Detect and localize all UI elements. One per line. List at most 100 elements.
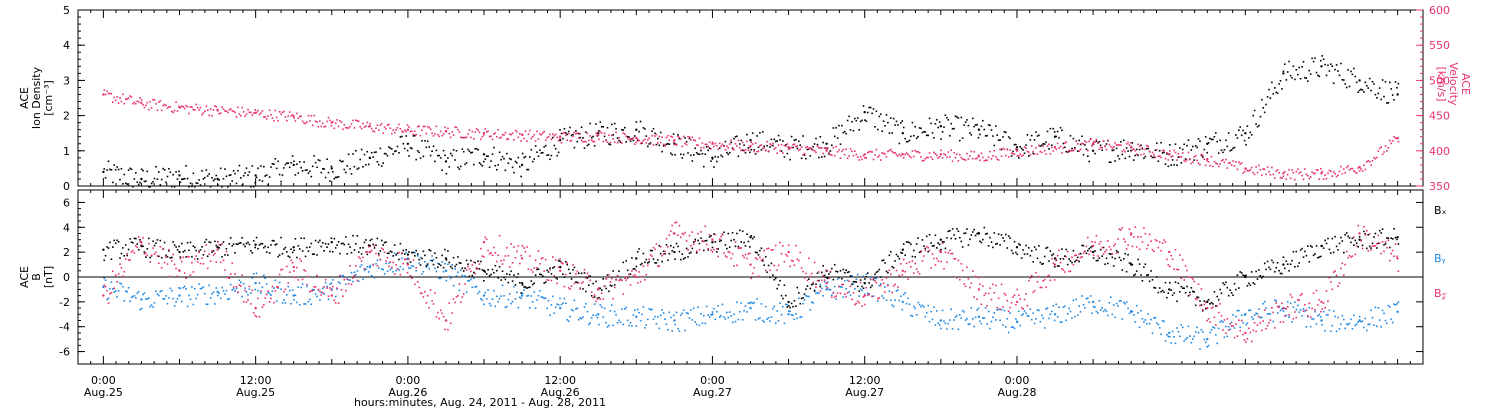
- bz-point: [1255, 330, 1257, 333]
- bz-point: [186, 255, 189, 258]
- bz-point: [1133, 236, 1135, 238]
- velocity-point: [457, 128, 459, 131]
- velocity-point: [506, 138, 508, 141]
- velocity-point: [473, 138, 475, 140]
- velocity-point: [1327, 172, 1329, 175]
- bz-point: [821, 279, 823, 282]
- bz-point: [342, 295, 344, 297]
- velocity-point: [523, 137, 525, 140]
- bx-point: [705, 239, 708, 242]
- bx-point: [470, 259, 472, 262]
- bz-point: [503, 259, 505, 261]
- velocity-point: [357, 120, 360, 123]
- density-point: [600, 125, 603, 128]
- density-point: [885, 114, 888, 116]
- by-point: [255, 272, 258, 275]
- bx-point: [740, 241, 742, 243]
- density-point: [749, 151, 751, 154]
- bz-point: [1378, 242, 1381, 244]
- density-point: [1137, 154, 1139, 156]
- bx-point: [897, 255, 899, 258]
- bx-point: [836, 271, 839, 273]
- density-point: [1246, 125, 1249, 127]
- velocity-point: [1184, 160, 1187, 163]
- by-point: [291, 289, 294, 291]
- bz-point: [1227, 329, 1230, 331]
- by-point: [954, 316, 957, 318]
- bz-point: [488, 252, 491, 255]
- by-point: [721, 303, 724, 306]
- velocity-point: [792, 143, 794, 146]
- velocity-point: [376, 124, 379, 126]
- velocity-point: [1134, 149, 1137, 152]
- velocity-point: [1003, 148, 1006, 151]
- bx-point: [915, 243, 918, 245]
- bz-point: [1376, 243, 1378, 245]
- velocity-point-datapoint: [216, 108, 219, 112]
- bz-point: [891, 291, 893, 294]
- density-point: [1393, 99, 1395, 101]
- bx-point: [447, 250, 449, 252]
- velocity-point: [452, 134, 455, 136]
- density-point: [943, 126, 945, 128]
- by-point: [1148, 322, 1151, 325]
- by-point: [235, 287, 238, 290]
- velocity-point: [749, 146, 751, 149]
- bx-point: [300, 237, 302, 240]
- bx-point: [654, 262, 656, 264]
- velocity-point: [1023, 146, 1026, 148]
- bz-point: [713, 248, 715, 251]
- bz-point: [240, 285, 242, 287]
- bz-point: [648, 258, 650, 260]
- density-point: [944, 114, 947, 116]
- density-point: [1176, 164, 1178, 166]
- density-point: [612, 134, 614, 136]
- bz-point: [1128, 228, 1131, 231]
- velocity-point: [1133, 148, 1135, 150]
- velocity-point: [946, 156, 948, 159]
- by-point: [461, 274, 464, 277]
- density-point-datapoint: [711, 156, 714, 159]
- bz-point: [937, 260, 939, 262]
- bx-point: [1163, 291, 1165, 293]
- velocity-point: [1393, 136, 1395, 138]
- velocity-point-datapoint: [673, 139, 676, 142]
- bx-point: [1081, 244, 1083, 247]
- by-point: [1396, 303, 1398, 305]
- bz-point-datapoint: [444, 319, 448, 322]
- by-point-datapoint: [482, 294, 486, 297]
- density-point: [1204, 136, 1207, 138]
- bz-point: [1107, 240, 1109, 242]
- by-point: [668, 311, 671, 314]
- bz-point: [733, 265, 735, 267]
- bx-point: [444, 248, 446, 251]
- by-point: [336, 288, 338, 290]
- bz-point: [921, 260, 924, 262]
- velocity-point: [204, 110, 206, 112]
- by-point: [908, 303, 911, 306]
- by-point: [297, 286, 300, 288]
- velocity-point: [803, 152, 806, 155]
- velocity-point: [606, 141, 609, 143]
- by-point: [869, 276, 872, 279]
- by-point: [334, 295, 337, 298]
- bx-point: [938, 243, 941, 246]
- velocity-point: [442, 133, 445, 135]
- bx-point: [270, 244, 272, 246]
- bx-point: [822, 265, 824, 267]
- bz-point: [109, 293, 111, 295]
- by-point: [995, 319, 997, 321]
- by-point: [342, 274, 344, 277]
- bx-point: [380, 239, 383, 242]
- density-point: [182, 178, 185, 180]
- by-point: [546, 307, 548, 310]
- by-point: [137, 290, 140, 293]
- bz-point: [391, 266, 393, 269]
- by-point: [205, 303, 208, 305]
- density-point: [1328, 70, 1331, 72]
- velocity-point: [1018, 155, 1020, 157]
- bx-point: [437, 266, 439, 268]
- density-point: [205, 169, 208, 171]
- density-point: [924, 131, 927, 133]
